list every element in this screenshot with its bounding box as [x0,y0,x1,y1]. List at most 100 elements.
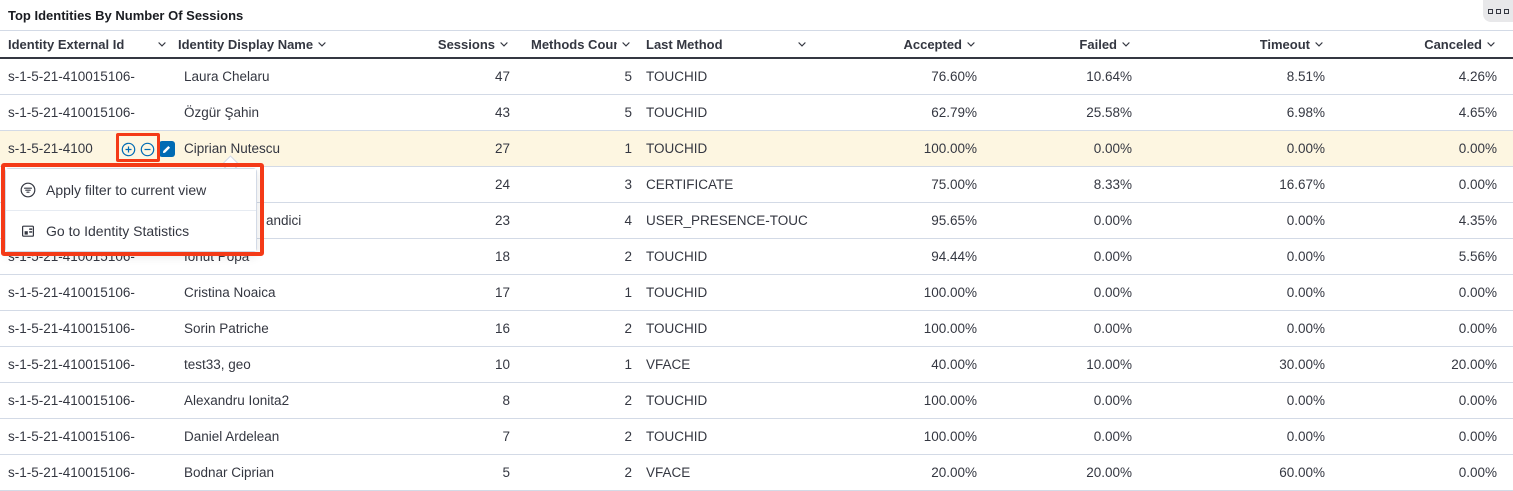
table-cell: 23 [494,213,510,228]
table-cell: 100.00% [923,321,977,336]
table-cell: 0.00% [1458,141,1497,156]
table-cell: 4.65% [1458,105,1497,120]
column-header-methods-count[interactable]: Methods Count [518,37,640,52]
table-row: andici 23 4 USER_PRESENCE-TOUC 95.65% 0.00% 0.… [0,203,1513,239]
table-cell: 6.98% [1286,105,1325,120]
table-cell: Özgür Şahin [184,105,260,120]
table-cell: s-1-5-21-410015106- [8,465,135,480]
table-cell: s-1-5-21-4100 [8,141,93,156]
table-cell: 76.60% [931,69,977,84]
column-header-canceled[interactable]: Canceled [1333,37,1505,52]
table-cell: 2 [624,429,632,444]
table-cell: 100.00% [923,285,977,300]
table-cell: TOUCHID [646,69,708,84]
table-cell: TOUCHID [646,105,708,120]
table-cell: s-1-5-21-410015106- [8,393,135,408]
table-cell: 40.00% [931,357,977,372]
table-cell: s-1-5-21-410015106- [8,321,135,336]
table-cell: s-1-5-21-410015106- [8,285,135,300]
table-cell: 20.00% [1451,357,1497,372]
table-cell: 0.00% [1286,249,1325,264]
table-cell: 0.00% [1286,213,1325,228]
table-cell: CERTIFICATE [646,177,734,192]
table-cell: VFACE [646,357,691,372]
table-row: s-1-5-21-410015106- Laura Chelaru 47 5 TOUCH… [0,59,1513,95]
table-cell: 10.64% [1086,69,1132,84]
chevron-down-icon [316,38,328,50]
table-cell: Bodnar Ciprian [184,465,275,480]
table-cell: 0.00% [1458,393,1497,408]
table-row: s-1-5-21-410015106- Sorin Patriche 16 2 TOUC… [0,311,1513,347]
table-cell: 4 [624,213,632,228]
chevron-down-icon [965,38,977,50]
table-cell: 0.00% [1286,429,1325,444]
table-cell: 7 [502,429,510,444]
table-cell: test33, geo [184,357,251,372]
table-cell: TOUCHID [646,429,708,444]
table-cell: 1 [624,141,632,156]
filter-circle-icon [20,182,36,197]
table-cell: 62.79% [931,105,977,120]
table-cell: 27 [494,141,510,156]
table-body: s-1-5-21-410015106- Laura Chelaru 47 5 TOUCH… [0,59,1513,491]
table-row: s-1-5-21-410015106- Daniel Ardelean 7 2 TOUC… [0,419,1513,455]
table-cell: 0.00% [1093,321,1132,336]
table-cell: 5 [502,465,510,480]
column-header-timeout[interactable]: Timeout [1140,37,1333,52]
table-cell: 0.00% [1286,321,1325,336]
table-row: 24 3 CERTIFICATE 75.00% 8.33% 16.67% 0.00% [0,167,1513,203]
table-row: s-1-5-21-4100 Ciprian Nutescu 27 1 TOUCHID 10… [0,131,1513,167]
table-cell: s-1-5-21-410015106- [8,357,135,372]
table-cell: 17 [494,285,510,300]
column-header-accepted[interactable]: Accepted [830,37,985,52]
chevron-down-icon [1120,38,1132,50]
table-cell: 2 [624,321,632,336]
context-menu: Apply filter to current view Go to Ident… [5,168,257,252]
column-header-sessions[interactable]: Sessions [368,37,518,52]
table-cell: 25.58% [1086,105,1132,120]
table-cell: 0.00% [1286,285,1325,300]
column-header-last-method[interactable]: Last Method [640,37,830,52]
table-cell: andici [266,213,302,228]
edit-icon[interactable] [159,141,175,157]
table-cell: 10.00% [1086,357,1132,372]
table-cell: Sorin Patriche [184,321,269,336]
table-row: s-1-5-21-410015106- Alexandru Ionita2 8 2 TO… [0,383,1513,419]
table-cell: 43 [494,105,510,120]
column-header-failed[interactable]: Failed [985,37,1140,52]
table-cell: 0.00% [1458,465,1497,480]
table-cell: 16.67% [1279,177,1325,192]
table-cell: 5 [624,69,632,84]
table-cell: 5 [624,105,632,120]
table-cell: 8 [502,393,510,408]
row-action-icons [121,141,175,157]
table-cell: 8.33% [1093,177,1132,192]
table-cell: 20.00% [1086,465,1132,480]
table-cell: 8.51% [1286,69,1325,84]
table-row: s-1-5-21-410015106- Özgür Şahin 43 5 TOUCHID… [0,95,1513,131]
panel-title: Top Identities By Number Of Sessions [8,7,244,23]
table-cell: 75.00% [931,177,977,192]
menu-item-apply-filter[interactable]: Apply filter to current view [6,169,256,210]
menu-item-go-to-identity-statistics[interactable]: Go to Identity Statistics [6,210,256,251]
table-cell: 0.00% [1458,285,1497,300]
column-header-identity-external-id[interactable]: Identity External Id [8,37,178,52]
table-cell: 47 [494,69,510,84]
table-cell: 18 [494,249,510,264]
table-cell: 1 [624,357,632,372]
filter-for-icon[interactable] [121,142,136,157]
table-cell: Ciprian Nutescu [184,141,281,156]
table-cell: 0.00% [1458,321,1497,336]
panel-options-button[interactable] [1483,0,1513,22]
table-row: s-1-5-21-410015106- Cristina Noaica 17 1 TOU… [0,275,1513,311]
table-cell: s-1-5-21-410015106- [8,105,135,120]
menu-item-label: Apply filter to current view [46,181,207,198]
table-cell: 100.00% [923,393,977,408]
chevron-down-icon [1313,38,1325,50]
column-header-identity-display-name[interactable]: Identity Display Name [178,37,368,52]
table-row: s-1-5-21-410015106- test33, geo 10 1 VFACE 40… [0,347,1513,383]
filter-out-icon[interactable] [140,142,155,157]
chevron-down-icon [156,38,168,50]
table-cell: 2 [624,393,632,408]
table-cell: 0.00% [1286,393,1325,408]
